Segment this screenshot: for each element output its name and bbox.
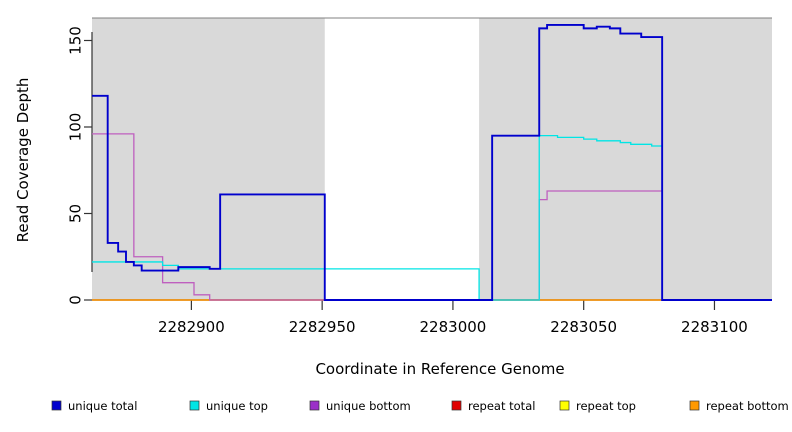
x-tick-label: 2283000 (420, 318, 487, 336)
y-axis-ticks: 0 50 100 150 (67, 26, 92, 305)
y-tick-label: 100 (67, 113, 85, 142)
series-line-unique-bottom (92, 133, 772, 301)
legend: unique total unique top unique bottom repea… (51, 399, 789, 413)
shaded-region-left (92, 18, 325, 300)
plot-background-group (92, 17, 772, 300)
legend-label: repeat bottom (706, 399, 789, 413)
y-axis-label: Read Coverage Depth (14, 78, 32, 243)
legend-item: unique total (51, 399, 137, 413)
legend-item: unique bottom (309, 399, 411, 413)
legend-swatch (689, 400, 700, 411)
legend-item: unique top (189, 399, 268, 413)
shaded-region-right (479, 18, 772, 300)
y-tick-label: 50 (67, 204, 85, 223)
legend-item: repeat top (559, 399, 636, 413)
x-axis-label: Coordinate in Reference Genome (315, 360, 564, 378)
legend-label: unique bottom (326, 399, 411, 413)
series-line-unique-total (92, 23, 772, 301)
data-series-group (92, 23, 772, 301)
x-tick-label: 2282900 (158, 318, 225, 336)
x-tick-label: 2283100 (681, 318, 748, 336)
legend-swatch (309, 400, 320, 411)
y-tick-label: 0 (67, 295, 85, 305)
legend-swatch (559, 400, 570, 411)
series-line-unique-top (92, 134, 772, 301)
legend-swatch (51, 400, 62, 411)
legend-label: repeat total (468, 399, 535, 413)
legend-item: repeat bottom (689, 399, 789, 413)
x-axis-ticks: 2282900 2282950 2283000 2283050 2283100 (158, 300, 748, 336)
legend-swatch (189, 400, 200, 411)
x-tick-label: 2283050 (550, 318, 617, 336)
x-tick-label: 2282950 (289, 318, 356, 336)
y-tick-label: 150 (67, 26, 85, 55)
legend-label: repeat top (576, 399, 636, 413)
legend-swatch (451, 400, 462, 411)
legend-item: repeat total (451, 399, 535, 413)
legend-label: unique top (206, 399, 268, 413)
legend-label: unique total (68, 399, 137, 413)
